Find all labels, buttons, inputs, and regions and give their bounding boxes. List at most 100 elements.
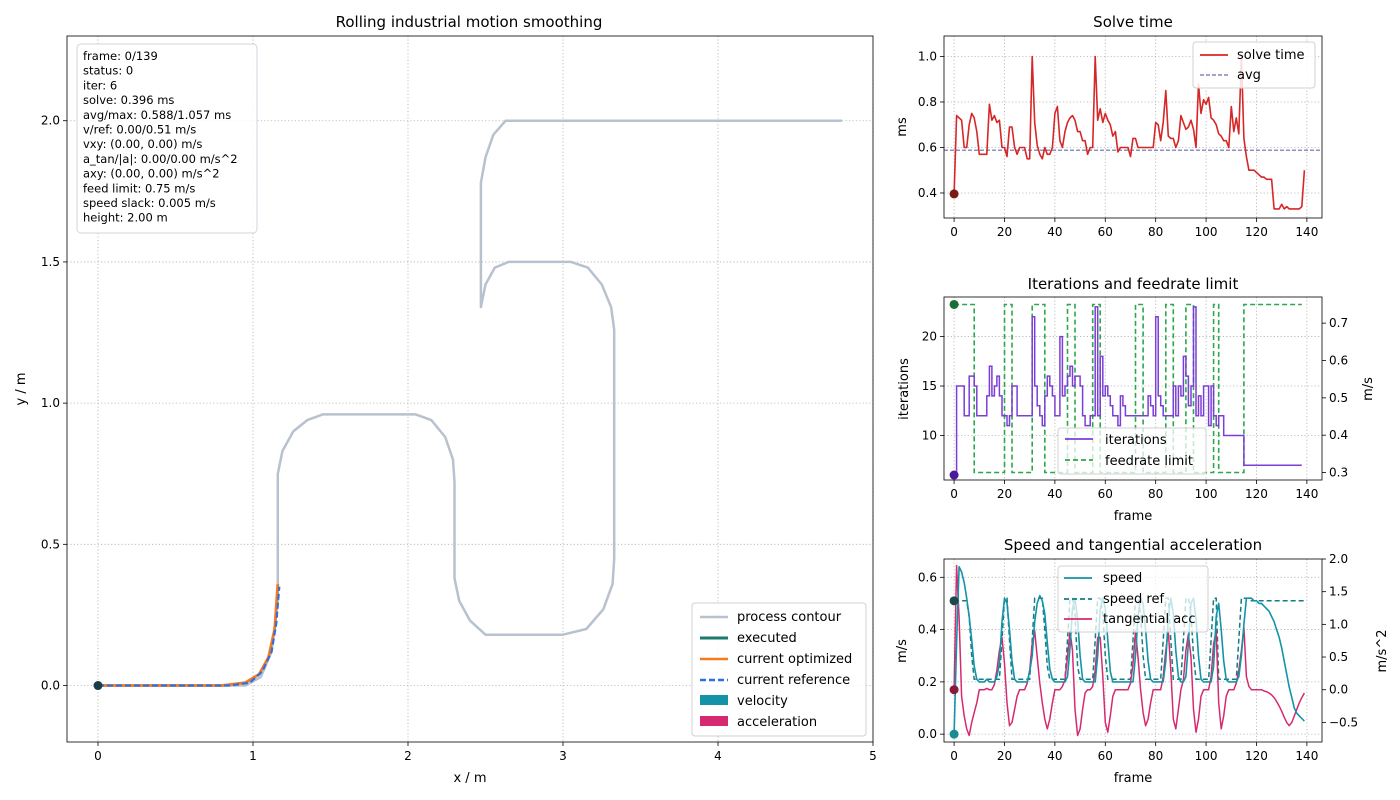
iter-ylabel-right: m/s bbox=[1361, 377, 1376, 401]
info-line: height: 2.00 m bbox=[83, 211, 168, 225]
solve-legend-frame bbox=[1192, 41, 1316, 89]
y-right-tick-label: −0.5 bbox=[1329, 715, 1358, 729]
info-line: solve: 0.396 ms bbox=[83, 93, 174, 107]
speed-legend-frame bbox=[1057, 565, 1209, 633]
x-tick-label: 60 bbox=[1098, 749, 1113, 763]
info-line: v/ref: 0.00/0.51 m/s bbox=[83, 123, 196, 137]
y-right-tick-label: 0.7 bbox=[1329, 316, 1348, 330]
legend-label-acceleration: acceleration bbox=[737, 715, 817, 730]
x-tick-label: 100 bbox=[1195, 225, 1218, 239]
x-tick-label: 140 bbox=[1295, 225, 1318, 239]
tangential-acc-line bbox=[953, 564, 1306, 737]
x-tick-label: 120 bbox=[1245, 225, 1268, 239]
speed-legend-label-acc: tangential acc bbox=[1103, 612, 1195, 627]
solve-ylabel: ms bbox=[895, 117, 910, 137]
speed-ticks: 0 20 40 60 80 100 120 140 0.0 0.2 0.4 0.6 −0.5 0.0 0.5… bbox=[918, 552, 1358, 763]
info-line: vxy: (0.00, 0.00) m/s bbox=[83, 137, 202, 151]
speed-plot-frame bbox=[943, 558, 1323, 743]
speed-title: Speed and tangential acceleration bbox=[1004, 536, 1262, 554]
y-tick-label: 15 bbox=[922, 379, 937, 393]
y-tick-label: 0.2 bbox=[918, 675, 937, 689]
x-tick-label: 80 bbox=[1148, 749, 1163, 763]
y-tick-label: 0.4 bbox=[918, 186, 937, 200]
x-tick-label: 0 bbox=[94, 749, 102, 763]
solve-title: Solve time bbox=[1093, 13, 1173, 31]
speed-ref-current-marker bbox=[949, 596, 959, 606]
y-tick-label: 0.0 bbox=[918, 727, 937, 741]
iter-legend-frame bbox=[1057, 427, 1207, 475]
info-line: axy: (0.00, 0.00) m/s^2 bbox=[83, 167, 220, 181]
main-series bbox=[93, 119, 842, 691]
iter-ylabel: iterations bbox=[897, 358, 912, 420]
speed-legend-label-speed: speed bbox=[1103, 571, 1142, 586]
y-tick-label: 0.8 bbox=[918, 95, 937, 109]
acc-current-marker bbox=[949, 685, 959, 695]
x-tick-label: 120 bbox=[1245, 487, 1268, 501]
main-xlabel: x / m bbox=[453, 771, 486, 786]
info-line: speed slack: 0.005 m/s bbox=[83, 196, 216, 210]
feedrate-current-marker bbox=[949, 299, 959, 309]
info-line: frame: 0/139 bbox=[83, 49, 158, 63]
y-tick-label: 0.4 bbox=[918, 623, 937, 637]
y-right-tick-label: 0.0 bbox=[1329, 683, 1348, 697]
x-tick-label: 60 bbox=[1098, 487, 1113, 501]
legend-swatch-velocity bbox=[700, 695, 728, 705]
speed-plot: Speed and tangential acceleration 0 20 40 6… bbox=[895, 536, 1390, 786]
y-right-tick-label: 2.0 bbox=[1329, 552, 1348, 566]
iter-legend-label-feedrate: feedrate limit bbox=[1105, 454, 1193, 469]
x-tick-label: 120 bbox=[1245, 749, 1268, 763]
x-tick-label: 40 bbox=[1047, 487, 1062, 501]
main-title: Rolling industrial motion smoothing bbox=[336, 13, 603, 31]
solve-series bbox=[944, 55, 1322, 210]
x-tick-label: 80 bbox=[1148, 225, 1163, 239]
info-line: a_tan/|a|: 0.00/0.00 m/s^2 bbox=[83, 152, 238, 166]
reference-line bbox=[98, 586, 281, 687]
iterations-line bbox=[954, 306, 1302, 476]
main-plot-frame bbox=[66, 35, 874, 743]
legend-label-executed: executed bbox=[737, 631, 797, 646]
y-tick-label: 0.6 bbox=[918, 570, 937, 584]
solve-legend-label-avg: avg bbox=[1237, 68, 1261, 83]
solve-ticks: 0 20 40 60 80 100 120 140 0.4 0.6 0.8 1.0 bbox=[918, 49, 1318, 239]
y-tick-label: 0.6 bbox=[918, 140, 937, 154]
feedrate-limit-line bbox=[954, 303, 1302, 474]
speed-xlabel: frame bbox=[1114, 771, 1153, 786]
main-legend: process contour executed current optimiz… bbox=[691, 602, 867, 737]
info-line: feed limit: 0.75 m/s bbox=[83, 181, 195, 195]
speed-series bbox=[949, 564, 1306, 739]
iter-plot-frame bbox=[943, 296, 1323, 481]
legend-label-contour: process contour bbox=[737, 610, 842, 625]
x-tick-label: 40 bbox=[1047, 749, 1062, 763]
main-legend-frame bbox=[691, 602, 867, 737]
y-right-tick-label: 1.5 bbox=[1329, 585, 1348, 599]
y-right-tick-label: 1.0 bbox=[1329, 617, 1348, 631]
y-right-tick-label: 0.5 bbox=[1329, 650, 1348, 664]
x-tick-label: 5 bbox=[869, 749, 877, 763]
y-tick-label: 10 bbox=[922, 428, 937, 442]
y-tick-label: 1.0 bbox=[918, 49, 937, 63]
optimized-line bbox=[98, 583, 280, 687]
y-tick-label: 1.5 bbox=[41, 255, 60, 269]
solve-legend: solve time avg bbox=[1192, 41, 1316, 89]
info-line: status: 0 bbox=[83, 64, 133, 78]
x-tick-label: 60 bbox=[1098, 225, 1113, 239]
speed-ylabel: m/s bbox=[895, 639, 910, 663]
process-contour-line bbox=[98, 119, 842, 687]
x-tick-label: 0 bbox=[950, 487, 958, 501]
y-tick-label: 1.0 bbox=[41, 396, 60, 410]
y-right-tick-label: 0.3 bbox=[1329, 466, 1348, 480]
x-tick-label: 20 bbox=[997, 225, 1012, 239]
speed-legend-label-ref: speed ref bbox=[1103, 592, 1164, 607]
info-box-frame bbox=[76, 43, 258, 234]
speed-legend: speed speed ref tangential acc bbox=[1057, 565, 1209, 633]
speed-ylabel-right: m/s^2 bbox=[1375, 630, 1390, 673]
x-tick-label: 140 bbox=[1295, 749, 1318, 763]
x-tick-label: 1 bbox=[249, 749, 257, 763]
x-tick-label: 100 bbox=[1195, 487, 1218, 501]
solve-current-marker bbox=[949, 189, 959, 199]
x-tick-label: 40 bbox=[1047, 225, 1062, 239]
iter-legend: iterations feedrate limit bbox=[1057, 427, 1207, 475]
legend-label-optimized: current optimized bbox=[737, 652, 852, 667]
solve-time-plot: Solve time 0 20 40 60 80 100 120 140 0.4 0.6 0.8 1.… bbox=[895, 13, 1323, 239]
